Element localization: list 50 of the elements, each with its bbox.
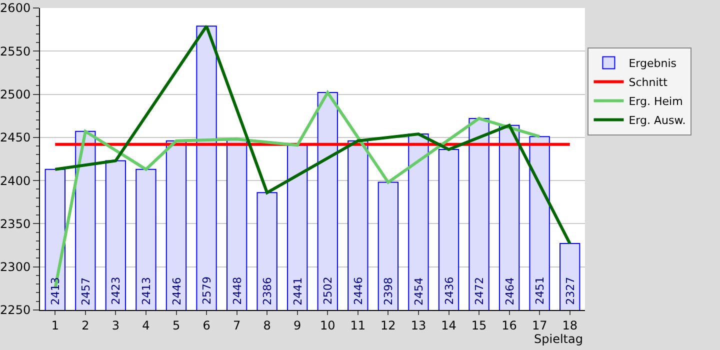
x-tick-label: 11 — [350, 318, 366, 332]
y-tick-label: 2300 — [0, 260, 31, 274]
data-label: 2413 — [140, 276, 153, 305]
x-tick-label: 8 — [263, 318, 271, 332]
x-tick-label: 2 — [82, 318, 90, 332]
data-label: 2446 — [170, 277, 184, 306]
x-tick-label: 1 — [51, 318, 59, 332]
x-tick-label: 12 — [380, 318, 396, 332]
y-tick-label: 2400 — [0, 174, 31, 188]
y-tick-label: 2500 — [0, 87, 31, 102]
data-label: 2457 — [79, 277, 92, 306]
legend-label: Schnitt — [628, 76, 668, 90]
data-label: 2398 — [382, 277, 396, 306]
data-label: 2451 — [534, 276, 547, 305]
x-tick-label: 3 — [112, 318, 120, 332]
data-label: 2579 — [200, 276, 214, 305]
legend-label: Erg. Ausw. — [628, 114, 686, 128]
y-tick-label: 2550 — [0, 44, 31, 58]
data-label: 2423 — [110, 276, 123, 305]
line-series — [54, 24, 572, 246]
x-tick-label: 17 — [532, 318, 548, 332]
x-tick-label: 14 — [441, 318, 456, 332]
x-tick-label: 4 — [142, 318, 150, 332]
x-tick-label: 5 — [172, 318, 180, 332]
data-label: 2441 — [291, 277, 304, 306]
x-tick-label: 18 — [562, 318, 578, 332]
x-tick-label: 7 — [232, 318, 241, 332]
y-tick-label: 2450 — [0, 130, 31, 145]
x-tick-label: 15 — [471, 318, 487, 332]
data-label: 2448 — [230, 276, 244, 305]
data-label: 2436 — [442, 276, 456, 305]
y-tick-label: 2350 — [0, 216, 31, 231]
x-tick-label: 16 — [502, 318, 517, 332]
y-tick-label: 2250 — [0, 303, 31, 318]
legend-label: Erg. Heim — [628, 95, 683, 108]
x-tick-label: 13 — [410, 318, 426, 332]
x-tick-label: 6 — [202, 318, 210, 332]
data-label: 2446 — [352, 276, 365, 305]
data-label: 2413 — [49, 277, 62, 306]
y-tick-label: 2600 — [0, 1, 31, 16]
data-label: 2386 — [261, 277, 274, 306]
x-axis-title: Spieltag — [534, 332, 583, 346]
data-label: 2464 — [503, 277, 516, 306]
data-label: 2502 — [322, 276, 335, 305]
x-tick-label: 9 — [294, 318, 302, 332]
legend-label: Ergebnis — [628, 57, 677, 70]
data-label: 2472 — [473, 277, 486, 306]
data-label: 2327 — [564, 276, 577, 305]
data-label: 2454 — [412, 277, 426, 306]
x-tick-label: 10 — [320, 318, 336, 332]
